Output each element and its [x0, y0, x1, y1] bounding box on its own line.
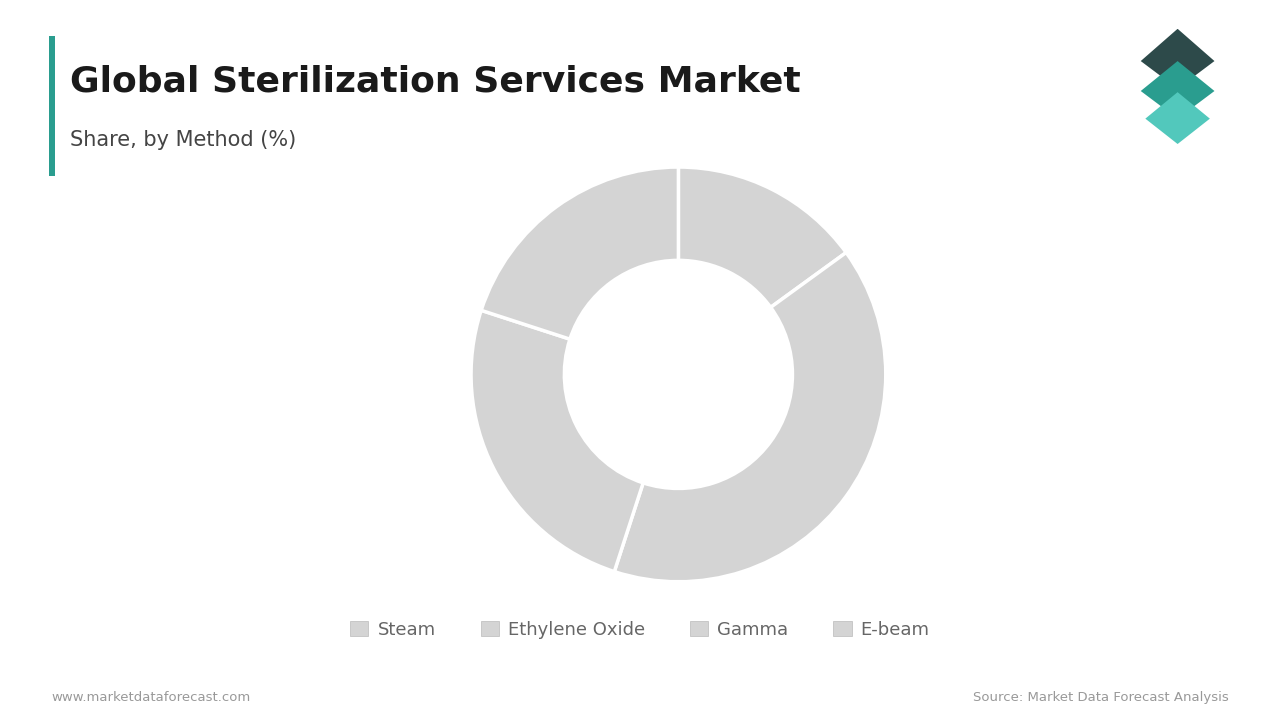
- Text: www.marketdataforecast.com: www.marketdataforecast.com: [51, 691, 251, 704]
- Polygon shape: [1140, 61, 1215, 119]
- Wedge shape: [471, 310, 643, 572]
- Text: Source: Market Data Forecast Analysis: Source: Market Data Forecast Analysis: [973, 691, 1229, 704]
- Legend: Steam, Ethylene Oxide, Gamma, E-beam: Steam, Ethylene Oxide, Gamma, E-beam: [343, 613, 937, 646]
- Polygon shape: [1146, 92, 1210, 144]
- Wedge shape: [678, 167, 846, 307]
- Text: Global Sterilization Services Market: Global Sterilization Services Market: [70, 65, 801, 99]
- Wedge shape: [481, 167, 678, 339]
- Polygon shape: [1140, 29, 1215, 89]
- Text: Share, by Method (%): Share, by Method (%): [70, 130, 297, 150]
- Wedge shape: [614, 253, 886, 582]
